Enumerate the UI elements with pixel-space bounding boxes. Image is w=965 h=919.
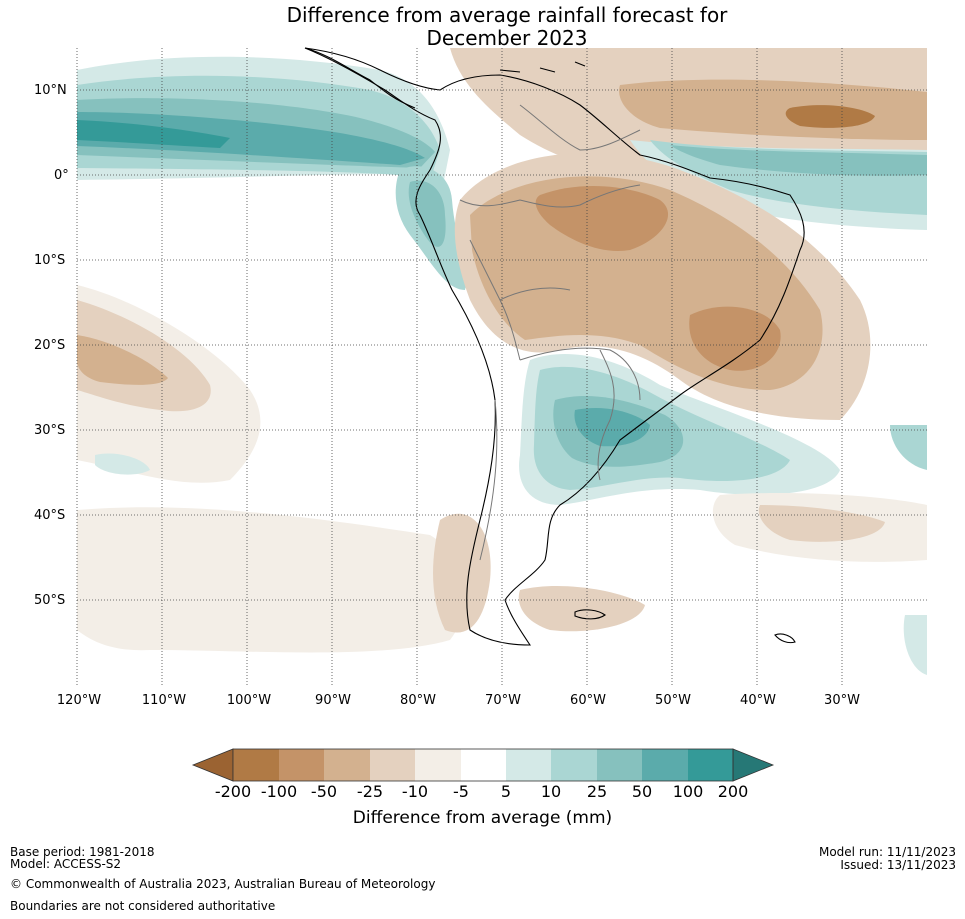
- base-period-text: Base period: 1981-2018: [10, 845, 155, 859]
- colorbar-label-4: -25: [356, 782, 384, 801]
- colorbar-label-11: 100: [672, 782, 704, 801]
- graticule: [76, 48, 927, 685]
- pacific-wet-band-peak: [77, 120, 230, 148]
- colorbar-label-5: -10: [401, 782, 429, 801]
- south-georgia: [774, 633, 796, 644]
- se-pacific-dry-mid: [77, 300, 211, 412]
- caribbean-islands: [499, 61, 586, 73]
- lat-label-50s: 50°S: [34, 593, 66, 608]
- lon-label-80w: 80°W: [400, 693, 436, 708]
- colorbar-label-9: 25: [586, 782, 608, 801]
- ecuador-wet-core: [408, 180, 446, 247]
- lon-label-120w: 120°W: [56, 693, 102, 708]
- lon-label-90w: 90°W: [315, 693, 351, 708]
- lat-label-10s: 10°S: [34, 253, 66, 268]
- south-america-coastline: [304, 47, 805, 646]
- lon-label-100w: 100°W: [226, 693, 272, 708]
- colorbar-label-6: -5: [453, 782, 469, 801]
- falkland-islands: [574, 609, 606, 620]
- colorbar-label-1: -200: [214, 782, 252, 801]
- southern-pacific-light-dry: [77, 507, 468, 653]
- lat-label-30s: 30°S: [34, 423, 66, 438]
- copyright-text: © Commonwealth of Australia 2023, Austra…: [10, 877, 436, 891]
- coastlines: [304, 47, 805, 646]
- lon-label-70w: 70°W: [485, 693, 521, 708]
- pacific-small-wet-patch: [95, 453, 150, 475]
- map-title: Difference from average rainfall forecas…: [0, 4, 965, 50]
- pacific-wet-band-core: [77, 112, 425, 165]
- atlantic-dry-core: [785, 105, 875, 128]
- patagonia-dry: [433, 513, 491, 633]
- colorbar-title: Difference from average (mm): [352, 808, 613, 828]
- lon-label-40w: 40°W: [740, 693, 776, 708]
- colorbar-label-12: 200: [717, 782, 749, 801]
- drake-dry-patch: [518, 585, 645, 632]
- colorbar-label-3: -50: [310, 782, 338, 801]
- model-text: Model: ACCESS-S2: [10, 857, 122, 871]
- equatorial-atlantic-wet-inner: [670, 145, 927, 176]
- lon-label-110w: 110°W: [141, 693, 187, 708]
- lon-label-60w: 60°W: [570, 693, 606, 708]
- title-line-2: December 2023: [426, 26, 588, 50]
- country-borders: [459, 104, 641, 561]
- lat-label-0: 0°: [54, 168, 69, 183]
- brazil-dry-core-north: [535, 185, 669, 251]
- title-line-1: Difference from average rainfall forecas…: [286, 3, 728, 27]
- south-atlantic-dry-core: [758, 505, 885, 542]
- lat-label-40s: 40°S: [34, 508, 66, 523]
- rainfall-anomaly-field: [77, 48, 927, 685]
- se-pacific-dry-core: [77, 335, 168, 385]
- colorbar-label-10: 50: [631, 782, 653, 801]
- boundaries-text: Boundaries are not considered authoritat…: [10, 899, 276, 913]
- lat-label-20s: 20°S: [34, 338, 66, 353]
- brazil-dry-core-east: [689, 306, 781, 371]
- central-america-coastline: [304, 47, 416, 109]
- lon-label-30w: 30°W: [824, 693, 860, 708]
- lon-label-50w: 50°W: [655, 693, 691, 708]
- colorbar-label-8: 10: [540, 782, 562, 801]
- colorbar-label-7: 5: [500, 782, 512, 801]
- far-south-wet-patch: [903, 615, 927, 675]
- model-run-text: Model run: 11/11/2023: [818, 845, 956, 859]
- colorbar-label-2: -100: [260, 782, 298, 801]
- south-atlantic-wet-patch: [890, 425, 927, 470]
- issued-text: Issued: 13/11/2023: [840, 858, 956, 872]
- lat-label-10n: 10°N: [34, 83, 67, 98]
- la-plata-wet-core: [574, 407, 650, 447]
